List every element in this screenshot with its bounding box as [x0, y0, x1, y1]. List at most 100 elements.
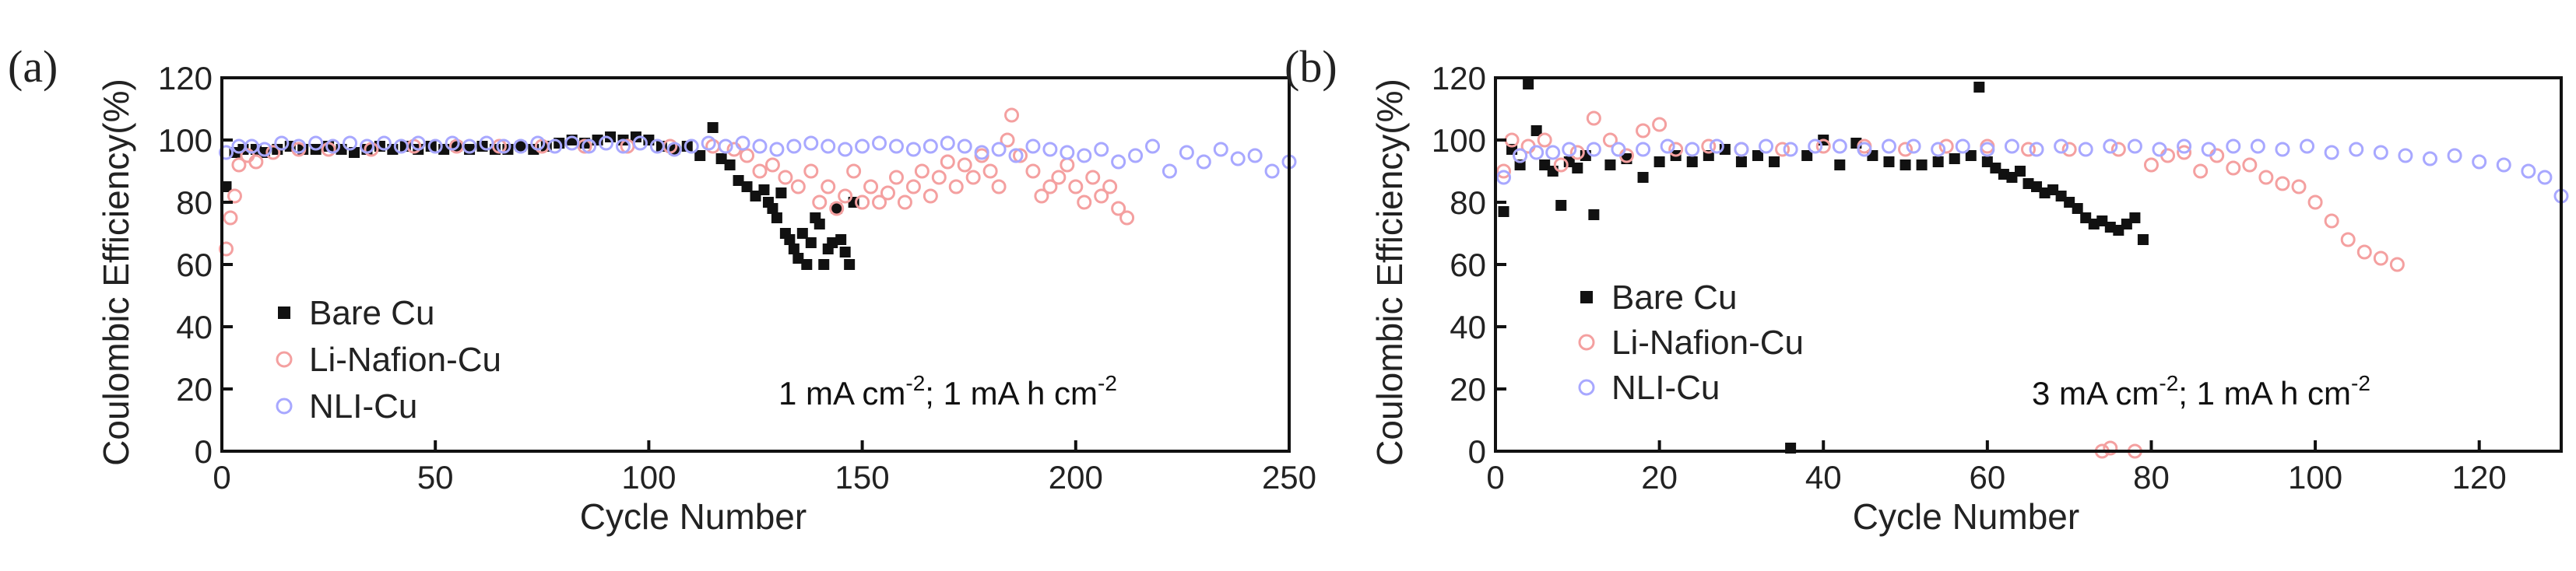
data-point: [1636, 123, 1651, 138]
y-tick-label: 40: [176, 309, 213, 345]
x-tick-label: 50: [417, 459, 454, 496]
x-tick-label: 80: [2133, 459, 2170, 496]
data-point: [788, 243, 800, 254]
data-point: [2143, 157, 2159, 173]
data-point: [1161, 163, 1177, 179]
y-tick-label: 120: [158, 60, 213, 96]
legend-entry: NLI-Cu: [276, 387, 417, 426]
data-point: [1990, 163, 2001, 173]
y-tick-label: 120: [1432, 60, 1486, 96]
data-point: [515, 141, 526, 152]
data-point: [1980, 142, 1995, 157]
data-point: [2110, 142, 2126, 157]
data-point: [1498, 206, 1509, 217]
legend-label: Li-Nafion-Cu: [309, 341, 501, 379]
data-point: [2006, 172, 2018, 183]
data-point: [1145, 138, 1161, 154]
data-point: [1685, 142, 1700, 157]
data-point: [1636, 142, 1651, 157]
data-point: [2064, 197, 2075, 208]
data-point: [2356, 244, 2372, 260]
data-point: [564, 135, 580, 151]
y-tick-label: 0: [195, 433, 213, 470]
data-point: [1602, 132, 1618, 148]
data-point: [2307, 194, 2323, 210]
data-point: [2324, 213, 2339, 229]
data-point: [831, 203, 842, 214]
legend-entry: Li-Nafion-Cu: [1578, 324, 1804, 362]
condition-text: 3 mA cm: [2032, 375, 2159, 412]
y-tick-label: 0: [1468, 433, 1486, 470]
data-point: [291, 138, 307, 154]
data-point: [1572, 163, 1583, 173]
data-point: [888, 170, 904, 185]
data-point: [547, 138, 563, 154]
data-point: [445, 135, 460, 151]
data-point: [701, 135, 716, 151]
data-point: [1701, 138, 1717, 154]
data-point: [905, 142, 921, 157]
data-point: [1586, 142, 1601, 157]
data-point: [2373, 250, 2388, 266]
data-point: [1555, 200, 1567, 211]
data-point: [2061, 142, 2077, 157]
data-point: [839, 247, 851, 257]
data-point: [666, 142, 682, 157]
data-point: [2127, 138, 2142, 154]
data-point: [2275, 176, 2290, 191]
y-axis-title: Coulombic Efficiency(%): [1369, 79, 1410, 466]
data-point: [1111, 201, 1126, 216]
data-point: [872, 135, 887, 151]
data-point: [1102, 179, 1118, 194]
data-point: [308, 135, 324, 151]
data-point: [1496, 170, 1512, 185]
data-point: [1668, 142, 1684, 157]
data-point: [855, 138, 870, 154]
data-point: [1931, 142, 1946, 157]
data-point: [897, 194, 912, 210]
data-point: [1547, 166, 1559, 177]
data-point: [2373, 145, 2388, 160]
data-point: [694, 150, 706, 161]
legend-marker: [276, 351, 293, 368]
condition-superscript: -2: [2159, 371, 2178, 395]
data-point: [1004, 107, 1020, 123]
data-point: [649, 138, 665, 154]
data-point: [1111, 154, 1126, 170]
data-point: [479, 135, 494, 151]
data-point: [2103, 440, 2118, 456]
data-point: [764, 157, 780, 173]
data-point: [724, 159, 736, 170]
data-point: [872, 194, 887, 210]
y-tick-label: 40: [1450, 309, 1486, 345]
data-point: [827, 237, 838, 248]
data-point: [863, 179, 879, 194]
data-point: [880, 185, 896, 201]
data-point: [2496, 157, 2511, 173]
data-point: [1034, 188, 1049, 204]
data-point: [974, 145, 989, 160]
x-tick-label: 0: [213, 459, 230, 496]
data-point: [1077, 148, 1092, 163]
data-point: [991, 179, 1007, 194]
data-point: [2047, 184, 2059, 195]
data-point: [1611, 142, 1626, 157]
data-point: [1898, 142, 1914, 157]
data-point: [1196, 154, 1211, 170]
x-tick-label: 250: [1262, 459, 1316, 496]
y-tick-label: 100: [1432, 122, 1486, 159]
data-point: [1060, 145, 1075, 160]
y-tick-label: 20: [176, 371, 213, 408]
data-point: [1752, 150, 1763, 161]
data-point: [1094, 188, 1109, 204]
data-point: [1588, 209, 1600, 220]
data-point: [1834, 159, 1846, 170]
data-point: [1955, 138, 1970, 154]
condition-superscript: -2: [1098, 371, 1117, 395]
series-bare-cu: [1498, 79, 2149, 454]
data-point: [931, 170, 947, 185]
data-point: [775, 187, 787, 198]
x-tick-label: 120: [2452, 459, 2507, 496]
data-point: [888, 138, 904, 154]
data-point: [1637, 172, 1649, 183]
